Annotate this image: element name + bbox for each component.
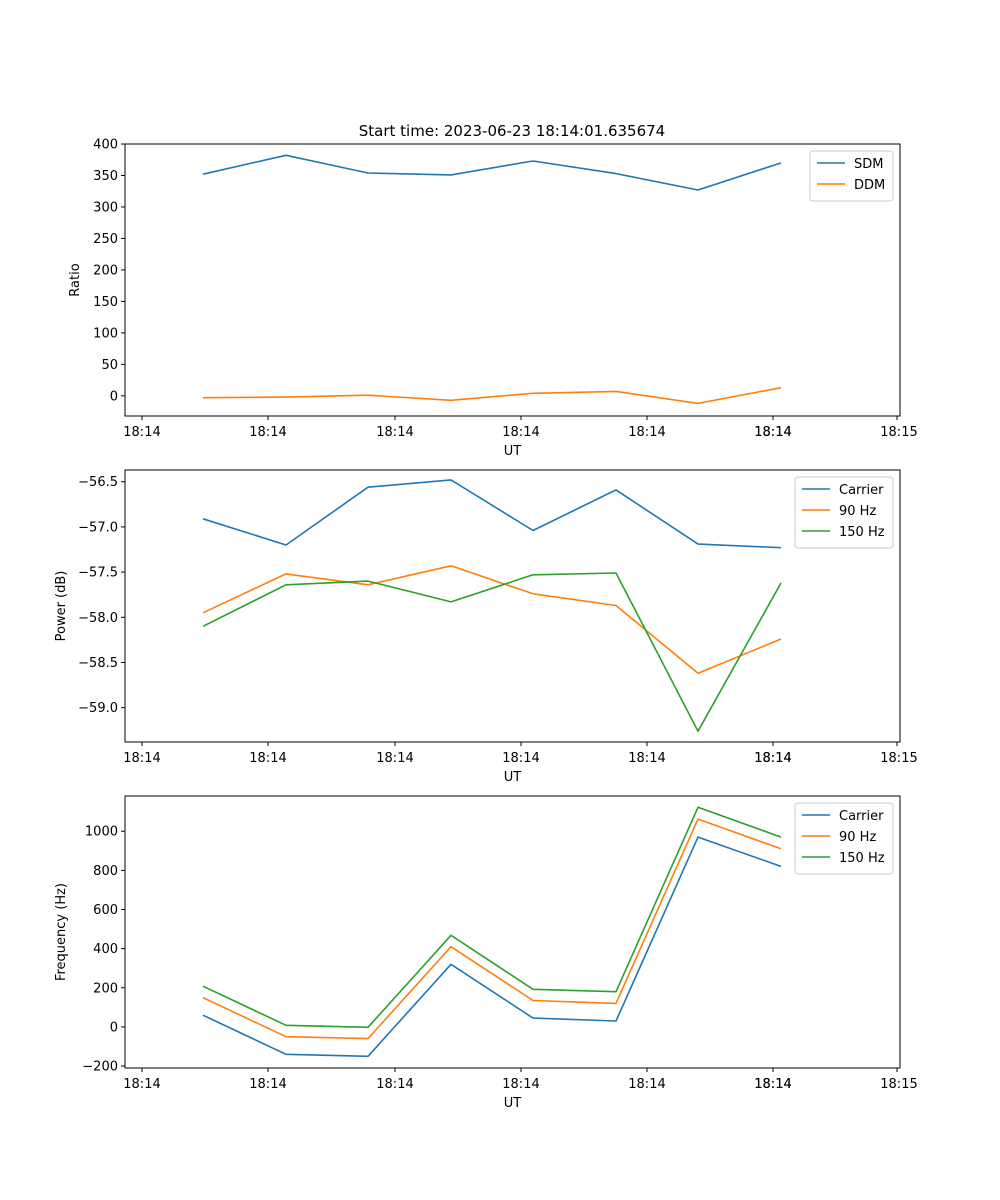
y-axis-label: Ratio (68, 263, 83, 296)
legend-label: Carrier (839, 483, 884, 498)
legend-label: SDM (854, 157, 883, 172)
y-tick-label: 0 (110, 389, 118, 404)
y-tick-label: −58.5 (78, 656, 118, 671)
chart-panel-1: 18:14 18:14 18:14 18:14 18:14 18:14 18:1518:14… (68, 138, 918, 460)
y-tick-label: 200 (93, 981, 118, 996)
series-line-150-hz (202, 572, 782, 733)
legend-label: DDM (854, 178, 885, 193)
y-tick-label: 300 (93, 200, 118, 215)
x-tick-label: 18:15 (880, 425, 917, 440)
x-tick-label: 18:14 (502, 1077, 539, 1092)
plot-frame (124, 795, 901, 1069)
x-tick-label: 18:14 (502, 751, 539, 766)
y-tick-label: −56.5 (78, 475, 118, 490)
x-axis-label: UT (504, 770, 522, 785)
x-tick-label: 18:14 (754, 751, 791, 766)
series-line-carrier (202, 836, 782, 1058)
y-tick-label: 350 (93, 169, 118, 184)
series-line-90-hz (202, 818, 782, 1040)
y-tick-label: 800 (93, 864, 118, 879)
x-tick-label: 18:14 (376, 751, 413, 766)
legend-label: 90 Hz (839, 830, 876, 845)
x-tick-label: 18:14 (376, 425, 413, 440)
series-line-sdm (202, 154, 782, 191)
series-line-ddm (202, 386, 782, 405)
series-line-carrier (202, 479, 782, 549)
legend-label: 90 Hz (839, 504, 876, 519)
y-tick-label: −200 (82, 1060, 118, 1075)
x-tick-label: 18:14 (754, 1077, 791, 1092)
chart-panel-2: 18:14 18:14 18:14 18:14 18:14 18:14 18:1518:14… (54, 469, 918, 785)
x-tick-label: 18:14 (123, 751, 160, 766)
y-tick-label: 250 (93, 232, 118, 247)
x-tick-label: 18:14 (754, 751, 791, 766)
x-tick-label: 18:14 (754, 425, 791, 440)
plot-frame (124, 143, 901, 417)
y-tick-label: 100 (93, 326, 118, 341)
legend-label: Carrier (839, 809, 884, 824)
plot-frame (124, 469, 901, 743)
x-tick-label: 18:14 (502, 425, 539, 440)
legend: Carrier 90 Hz 150 Hz (794, 476, 894, 549)
x-tick-label: 18:15 (880, 1077, 917, 1092)
x-tick-label: 18:14 (628, 425, 665, 440)
y-tick-label: 0 (110, 1020, 118, 1035)
y-tick-label: −57.5 (78, 566, 118, 581)
y-tick-label: 200 (93, 263, 118, 278)
y-tick-label: −58.0 (78, 611, 118, 626)
legend-label: 150 Hz (839, 525, 885, 540)
y-tick-label: −59.0 (78, 701, 118, 716)
x-tick-label: 18:15 (880, 751, 917, 766)
series-line-90-hz (202, 564, 782, 675)
y-tick-label: 400 (93, 138, 118, 153)
x-axis-label: UT (504, 1096, 522, 1111)
y-axis-label: Power (dB) (54, 571, 69, 642)
x-tick-label: 18:14 (123, 425, 160, 440)
x-tick-label: 18:14 (249, 425, 286, 440)
x-tick-label: 18:14 (249, 1077, 286, 1092)
y-tick-label: 400 (93, 942, 118, 957)
legend: Carrier 90 Hz 150 Hz (794, 802, 894, 875)
y-tick-label: 50 (101, 358, 118, 373)
series-line-150-hz (202, 806, 782, 1029)
y-tick-label: 150 (93, 295, 118, 310)
x-tick-label: 18:14 (123, 1077, 160, 1092)
y-axis-label: Frequency (Hz) (54, 883, 69, 981)
x-tick-label: 18:14 (628, 1077, 665, 1092)
x-tick-label: 18:14 (754, 425, 791, 440)
legend-label: 150 Hz (839, 851, 885, 866)
y-tick-label: 600 (93, 903, 118, 918)
x-tick-label: 18:14 (628, 751, 665, 766)
x-tick-label: 18:14 (754, 1077, 791, 1092)
x-tick-label: 18:14 (249, 751, 286, 766)
x-tick-label: 18:14 (376, 1077, 413, 1092)
chart-title: Start time: 2023-06-23 18:14:01.635674 (359, 122, 665, 140)
y-tick-label: −57.0 (78, 520, 118, 535)
x-axis-label: UT (504, 444, 522, 459)
legend: SDM DDM (809, 150, 894, 202)
chart-panel-3: 18:14 18:14 18:14 18:14 18:14 18:14 18:1518:14… (54, 795, 918, 1111)
y-tick-label: 1000 (85, 825, 118, 840)
